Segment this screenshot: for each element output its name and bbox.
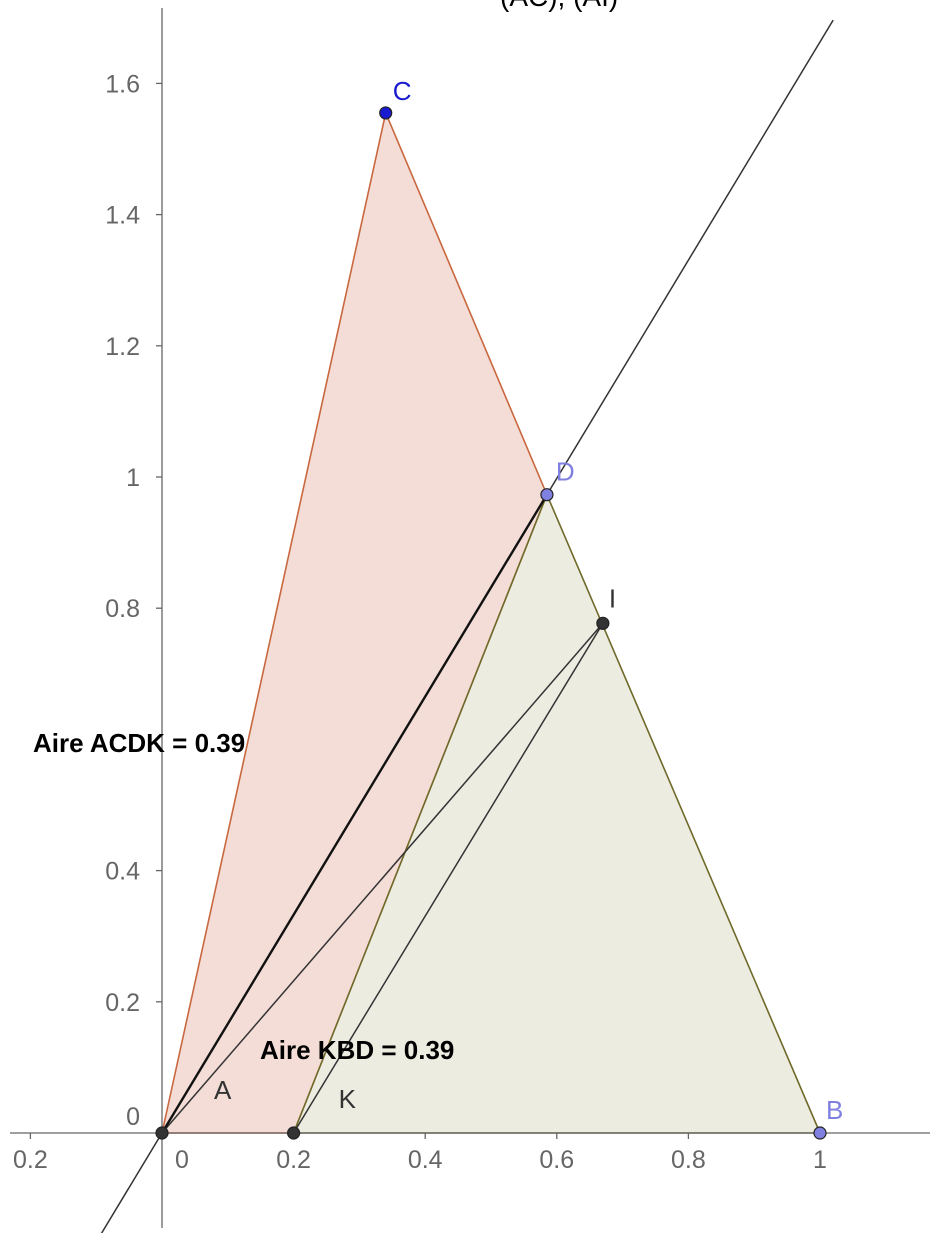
x-tick-label: 0 bbox=[175, 1146, 189, 1174]
area-acdk-label: Aire ACDK = 0.39 bbox=[33, 728, 245, 758]
segment-ki bbox=[292, 622, 604, 1134]
y-tick-label: 1.6 bbox=[105, 70, 140, 98]
y-axis-ticks: 0 0.2 0.4 0.8 1 1.2 1.4 1.6 bbox=[105, 70, 162, 1134]
x-tick-label: 0.2 bbox=[13, 1146, 48, 1174]
x-axis-ticks: 0.2 0 0.2 0.4 0.6 0.8 1 bbox=[13, 1133, 827, 1174]
y-tick-label: 1.2 bbox=[105, 333, 140, 361]
point-d[interactable] bbox=[540, 488, 554, 502]
point-b[interactable] bbox=[813, 1126, 827, 1140]
y-tick-label: 0.2 bbox=[105, 989, 140, 1017]
points-layer: A K B C D I bbox=[155, 76, 843, 1140]
segment-ai bbox=[161, 622, 604, 1134]
point-c[interactable] bbox=[379, 106, 393, 120]
x-tick-label: 0.6 bbox=[539, 1146, 574, 1174]
point-a[interactable] bbox=[155, 1126, 169, 1140]
y-tick-label: 0.8 bbox=[105, 595, 140, 623]
point-b-label: B bbox=[826, 1095, 843, 1125]
y-tick-label: 1.4 bbox=[105, 202, 140, 230]
point-k-label: K bbox=[339, 1084, 357, 1114]
point-d-label: D bbox=[556, 457, 575, 487]
area-kbd-label: Aire KBD = 0.39 bbox=[260, 1035, 454, 1065]
x-tick-label: 1 bbox=[813, 1146, 827, 1174]
y-tick-label: 0 bbox=[126, 1103, 140, 1131]
segment-ad bbox=[160, 494, 548, 1134]
title-fragment: (AC), (AI) bbox=[500, 0, 618, 12]
x-tick-label: 0.4 bbox=[408, 1146, 443, 1174]
x-tick-label: 0.8 bbox=[671, 1146, 706, 1174]
y-tick-label: 1 bbox=[126, 464, 140, 492]
point-c-label: C bbox=[393, 76, 412, 106]
point-k[interactable] bbox=[287, 1126, 301, 1140]
point-i-label: I bbox=[609, 583, 616, 613]
point-i[interactable] bbox=[596, 616, 610, 630]
x-tick-label: 0.2 bbox=[276, 1146, 311, 1174]
point-a-label: A bbox=[214, 1075, 232, 1105]
y-tick-label: 0.4 bbox=[105, 858, 140, 886]
